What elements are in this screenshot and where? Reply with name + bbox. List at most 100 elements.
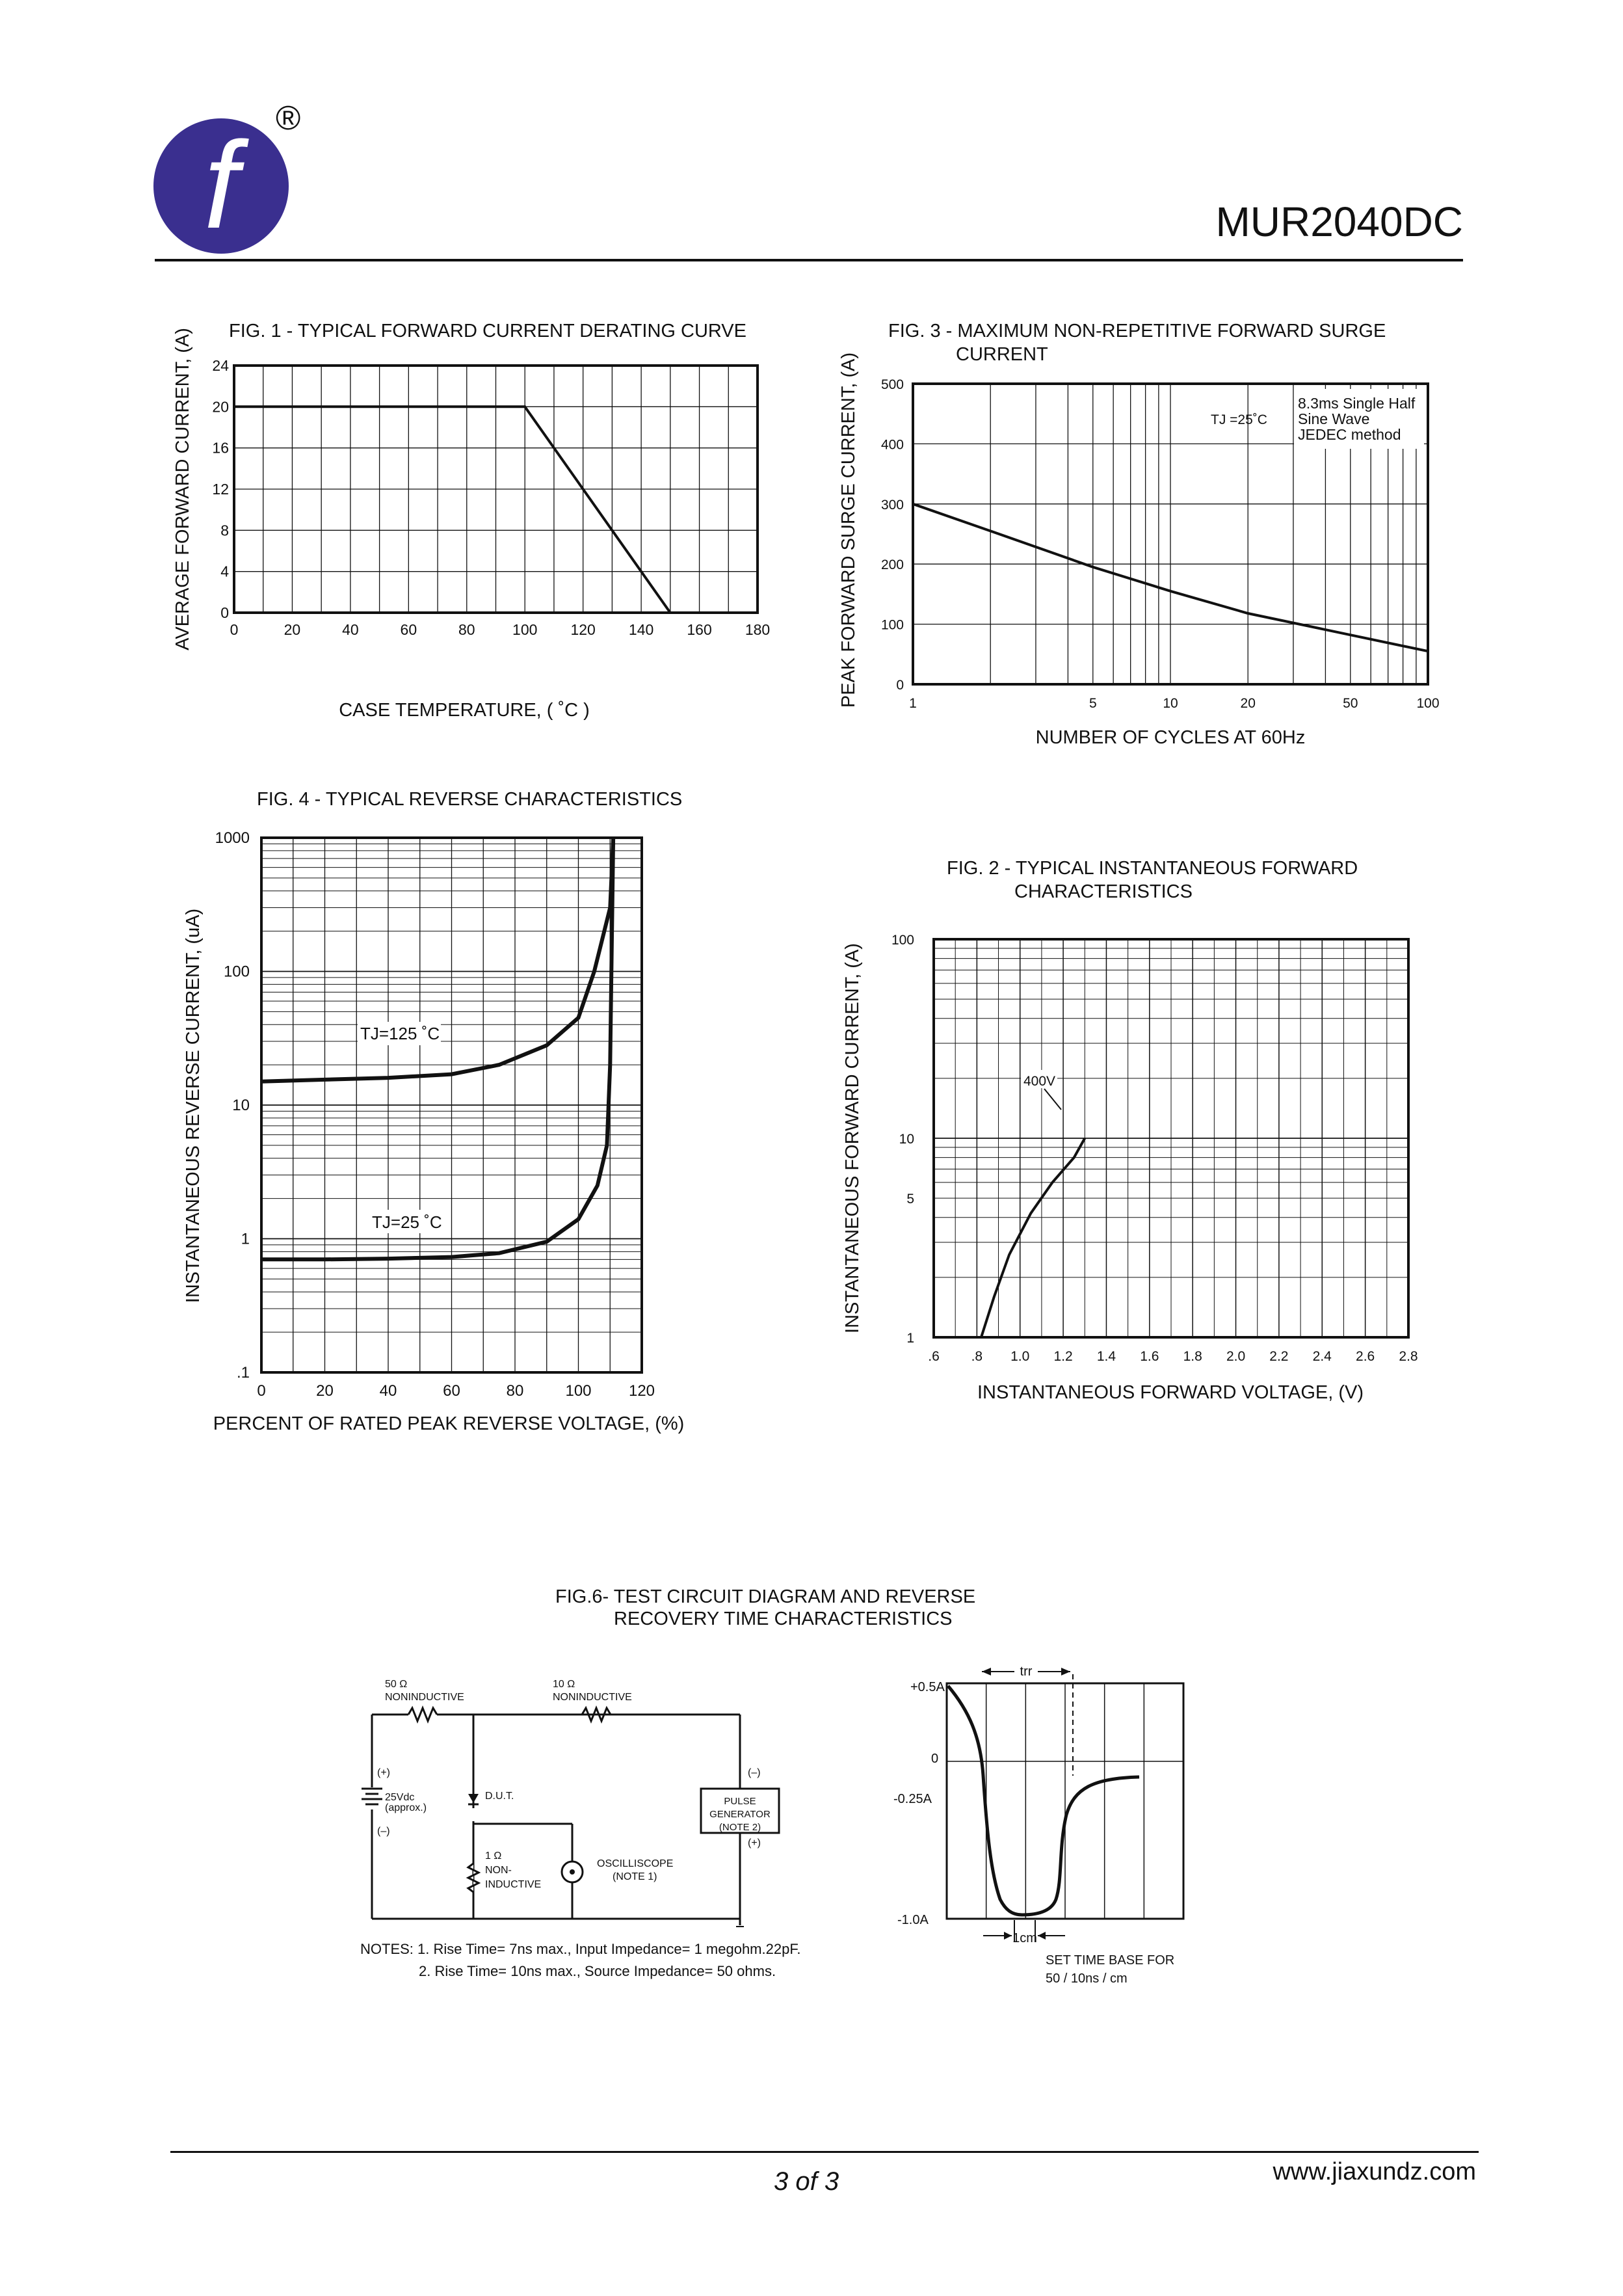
fig4-xlabel: PERCENT OF RATED PEAK REVERSE VOLTAGE, (… <box>213 1413 685 1434</box>
battery-icon <box>362 1787 382 1806</box>
company-logo: f <box>153 116 289 254</box>
resistor-50-icon <box>407 1705 438 1724</box>
fig1-xtick: 160 <box>687 621 711 638</box>
r50-label: 50 Ω <box>385 1679 407 1690</box>
fig2-ytick: 100 <box>891 933 914 948</box>
fig6-y-plus05: +0.5A <box>910 1680 945 1694</box>
fig3-ytick: 400 <box>881 437 904 452</box>
page-number: 3 of 3 <box>774 2167 839 2196</box>
fig4-series-tj25 <box>261 837 616 1262</box>
fig6-title: FIG.6- TEST CIRCUIT DIAGRAM AND REVERSE <box>555 1586 975 1607</box>
fig6-title-block: FIG.6- TEST CIRCUIT DIAGRAM AND REVERSE … <box>555 1586 975 1629</box>
fig4-xtick: 40 <box>380 1382 397 1400</box>
fig2-label-400v: 400V <box>1023 1074 1055 1089</box>
fig3-tj-label: TJ =25˚C <box>1211 412 1267 427</box>
battery-label: 25Vdc <box>385 1792 414 1803</box>
fig4-plot-frame <box>260 836 643 1374</box>
fig3-plot-frame <box>912 382 1429 686</box>
fig4-ytick: .1 <box>237 1364 250 1382</box>
r1-sub-1: NON- <box>485 1865 512 1876</box>
battery-minus: (–) <box>377 1826 390 1837</box>
fig3-ytick: 500 <box>881 377 904 392</box>
battery-plus: (+) <box>377 1767 390 1778</box>
fig4-ytick: 100 <box>224 963 250 981</box>
fig2-ylabel: INSTANTANEOUS FORWARD CURRENT, (A) <box>842 943 863 1333</box>
fig2-xtick: 1.4 <box>1097 1349 1116 1364</box>
fig2-series-400v <box>980 1138 1087 1338</box>
fig1-series-line <box>234 405 672 614</box>
fig1-ytick: 8 <box>220 522 229 539</box>
fig3-ytick: 200 <box>881 557 904 572</box>
fig6-settime-1: SET TIME BASE FOR <box>1046 1953 1174 1968</box>
fig4-title: FIG. 4 - TYPICAL REVERSE CHARACTERISTICS <box>257 789 682 810</box>
fig1-xtick: 0 <box>230 621 239 638</box>
note-2: 2. Rise Time= 10ns max., Source Impedanc… <box>419 1963 776 1979</box>
fig2-xtick: 2.4 <box>1313 1349 1332 1364</box>
fig4-ytick: 10 <box>232 1097 250 1114</box>
fig2-xtick: 2.8 <box>1399 1349 1418 1364</box>
fig2-ytick: 5 <box>906 1192 914 1207</box>
diode-dut-icon <box>468 1794 479 1803</box>
fig3-ytick: 0 <box>896 678 904 693</box>
gen-plus: (+) <box>748 1837 761 1849</box>
fig2-ytick: 10 <box>899 1132 914 1147</box>
r1-label: 1 Ω <box>485 1850 501 1862</box>
pulse-label-2: GENERATOR <box>709 1809 771 1820</box>
fig2-xtick: 2.2 <box>1269 1349 1288 1364</box>
fig4-ytick: 1 <box>241 1231 250 1248</box>
fig6-recovery-waveform: trr +0.5A 0 -0.25A -1.0A 1cm SET TIME BA… <box>893 1661 1185 1986</box>
note-1: NOTES: 1. Rise Time= 7ns max., Input Imp… <box>360 1941 801 1957</box>
fig3-ytick: 300 <box>881 498 904 513</box>
fig6-test-circuit: 50 Ω NONINDUCTIVE 10 Ω NONINDUCTIVE (+) … <box>362 1679 780 1927</box>
fig4-xtick: 120 <box>629 1382 655 1400</box>
footer-rule <box>170 2151 1479 2153</box>
fig1-xtick: 140 <box>629 621 653 638</box>
fig2-title: FIG. 2 - TYPICAL INSTANTANEOUS FORWARD <box>947 858 1358 879</box>
fig1-xtick: 20 <box>284 621 301 638</box>
fig4-ytick: 1000 <box>215 829 250 847</box>
fig3-surge-chart: FIG. 3 - MAXIMUM NON-REPETITIVE FORWARD … <box>838 321 1440 748</box>
fig1-ytick: 4 <box>220 563 229 580</box>
fig2-xtick: 1.8 <box>1183 1349 1202 1364</box>
fig4-xtick: 80 <box>507 1382 524 1400</box>
part-number: MUR2040DC <box>1215 198 1463 245</box>
fig1-ytick: 0 <box>220 604 229 621</box>
fig1-title: FIG. 1 - TYPICAL FORWARD CURRENT DERATIN… <box>229 321 746 341</box>
fig1-ylabel: AVERAGE FORWARD CURRENT, (A) <box>172 328 193 650</box>
fig1-ytick: 12 <box>212 481 229 498</box>
fig1-derating-chart: FIG. 1 - TYPICAL FORWARD CURRENT DERATIN… <box>172 321 770 721</box>
fig1-xtick: 120 <box>570 621 595 638</box>
fig4-xtick: 20 <box>316 1382 334 1400</box>
fig3-ytick: 100 <box>881 618 904 633</box>
fig1-ytick: 16 <box>212 440 229 457</box>
fig6-y-zero: 0 <box>931 1752 938 1766</box>
r10-sub: NONINDUCTIVE <box>553 1692 632 1703</box>
fig3-xlabel: NUMBER OF CYCLES AT 60Hz <box>1036 727 1306 748</box>
fig6-title-2: RECOVERY TIME CHARACTERISTICS <box>614 1609 953 1629</box>
fig1-ytick: 20 <box>212 398 229 415</box>
fig4-reverse-chart: FIG. 4 - TYPICAL REVERSE CHARACTERISTICS… <box>183 789 685 1434</box>
fig2-xtick: 1.2 <box>1053 1349 1072 1364</box>
scope-label: OSCILLISCOPE <box>597 1858 673 1869</box>
fig6-plot-frame <box>945 1682 1185 1920</box>
fig3-note-2: Sine Wave <box>1298 410 1369 427</box>
fig4-label-tj125: TJ=125 ˚C <box>360 1024 440 1043</box>
resistor-10-icon <box>581 1705 612 1724</box>
fig2-xtick: 1.0 <box>1010 1349 1029 1364</box>
fig3-note-3: JEDEC method <box>1298 426 1401 443</box>
fig4-series-tj125 <box>261 837 616 1084</box>
fig1-xtick: 80 <box>458 621 475 638</box>
resistor-1-icon <box>466 1862 481 1893</box>
fig3-series-line <box>912 502 1429 653</box>
fig3-xtick: 100 <box>1416 696 1439 711</box>
header-rule <box>155 259 1463 261</box>
battery-sub: (approx.) <box>385 1802 427 1813</box>
fig2-plot-frame <box>932 938 1410 1339</box>
fig6-recovery-curve <box>947 1685 1140 1917</box>
fig2-xtick: .8 <box>971 1349 983 1364</box>
scope-sub: (NOTE 1) <box>613 1871 657 1882</box>
registered-mark: ® <box>276 100 301 137</box>
fig4-ylabel: INSTANTANEOUS REVERSE CURRENT, (uA) <box>183 909 204 1303</box>
fig6-y-minus10: -1.0A <box>897 1913 929 1927</box>
fig2-xtick: 1.6 <box>1140 1349 1159 1364</box>
